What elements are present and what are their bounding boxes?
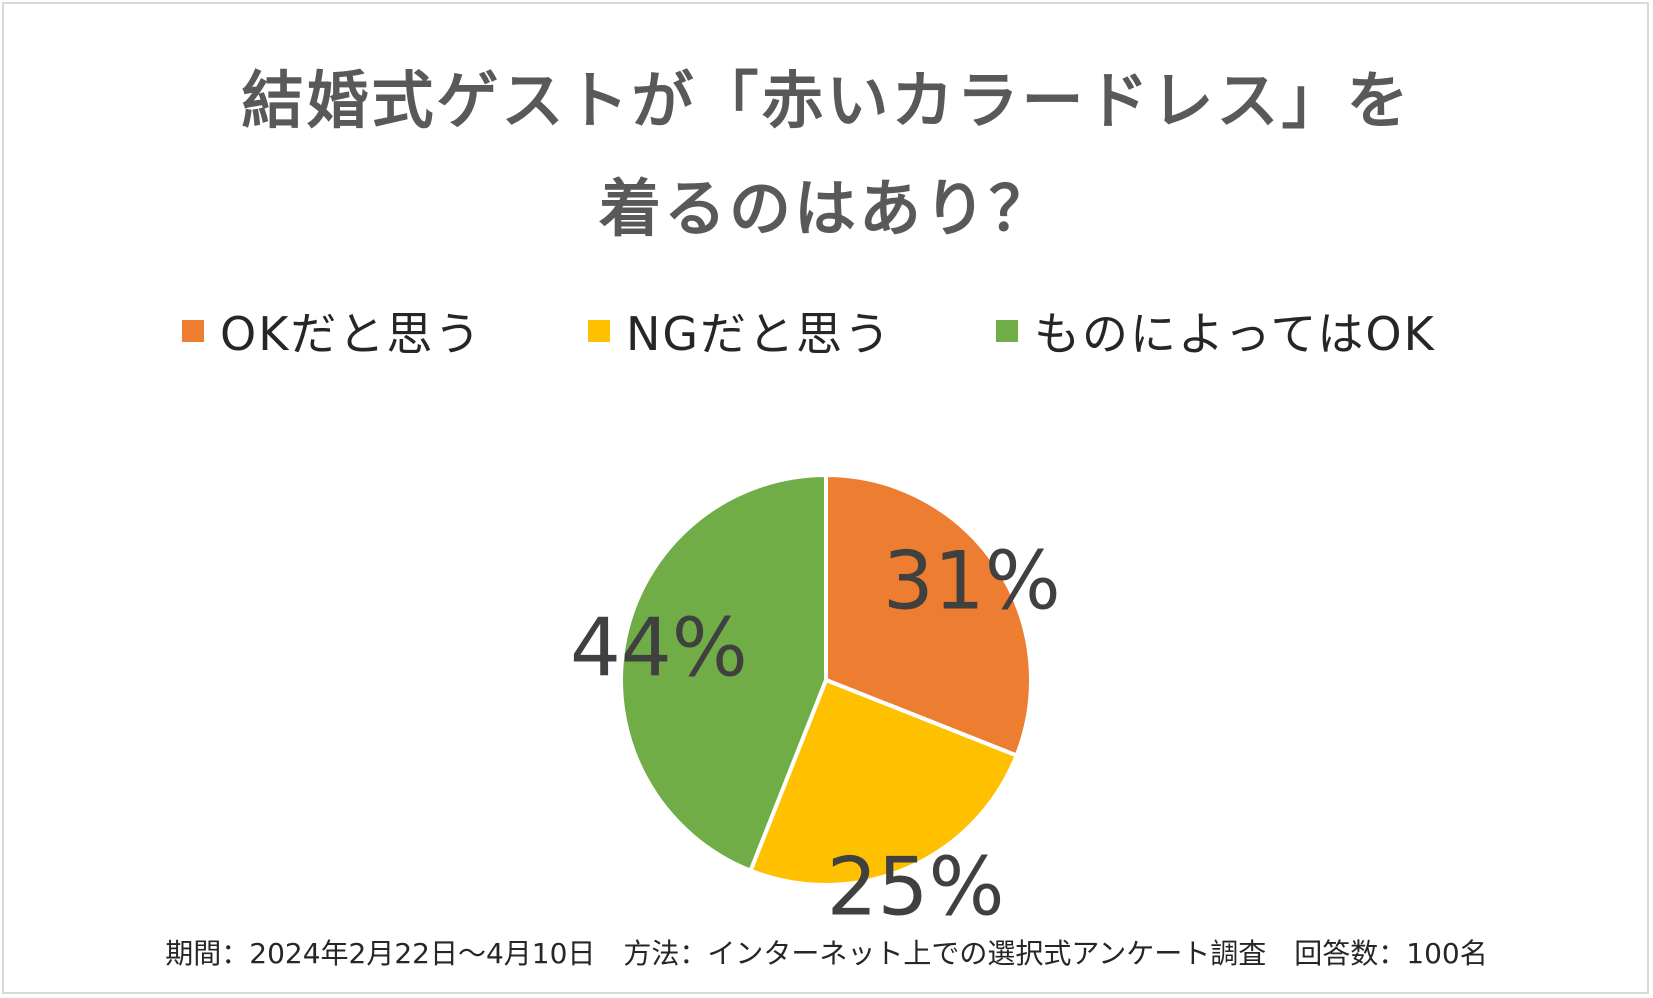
chart-title-line-1: 結婚式ゲストが「赤いカラードレス」を	[241, 64, 1412, 137]
chart-legend: OKだと思う NGだと思う ものによってはOK	[0, 296, 1653, 366]
legend-swatch-depends	[996, 320, 1018, 342]
legend-item-depends: ものによってはOK	[996, 296, 1436, 366]
data-label-depends: 44%	[570, 602, 748, 695]
pie-slice-ok	[824, 473, 1033, 758]
data-label-ok: 31%	[883, 534, 1061, 627]
legend-label-ng: NGだと思う	[626, 307, 893, 361]
legend-label-ok: OKだと思う	[220, 307, 483, 361]
legend-swatch-ng	[588, 320, 610, 342]
legend-swatch-ok	[182, 320, 204, 342]
legend-item-ok: OKだと思う	[182, 296, 482, 366]
pie-slice-ng	[748, 678, 1019, 887]
legend-item-ng: NGだと思う	[588, 296, 892, 366]
chart-title-line-2: 着るのはあり？	[598, 172, 1054, 245]
survey-footnote: 期間：2024年2月22日～4月10日 方法：インターネット上での選択式アンケー…	[165, 937, 1488, 970]
pie-slice-depends	[619, 473, 828, 873]
legend-label-depends: ものによってはOK	[1034, 307, 1436, 361]
data-label-ng: 25%	[827, 840, 1005, 933]
